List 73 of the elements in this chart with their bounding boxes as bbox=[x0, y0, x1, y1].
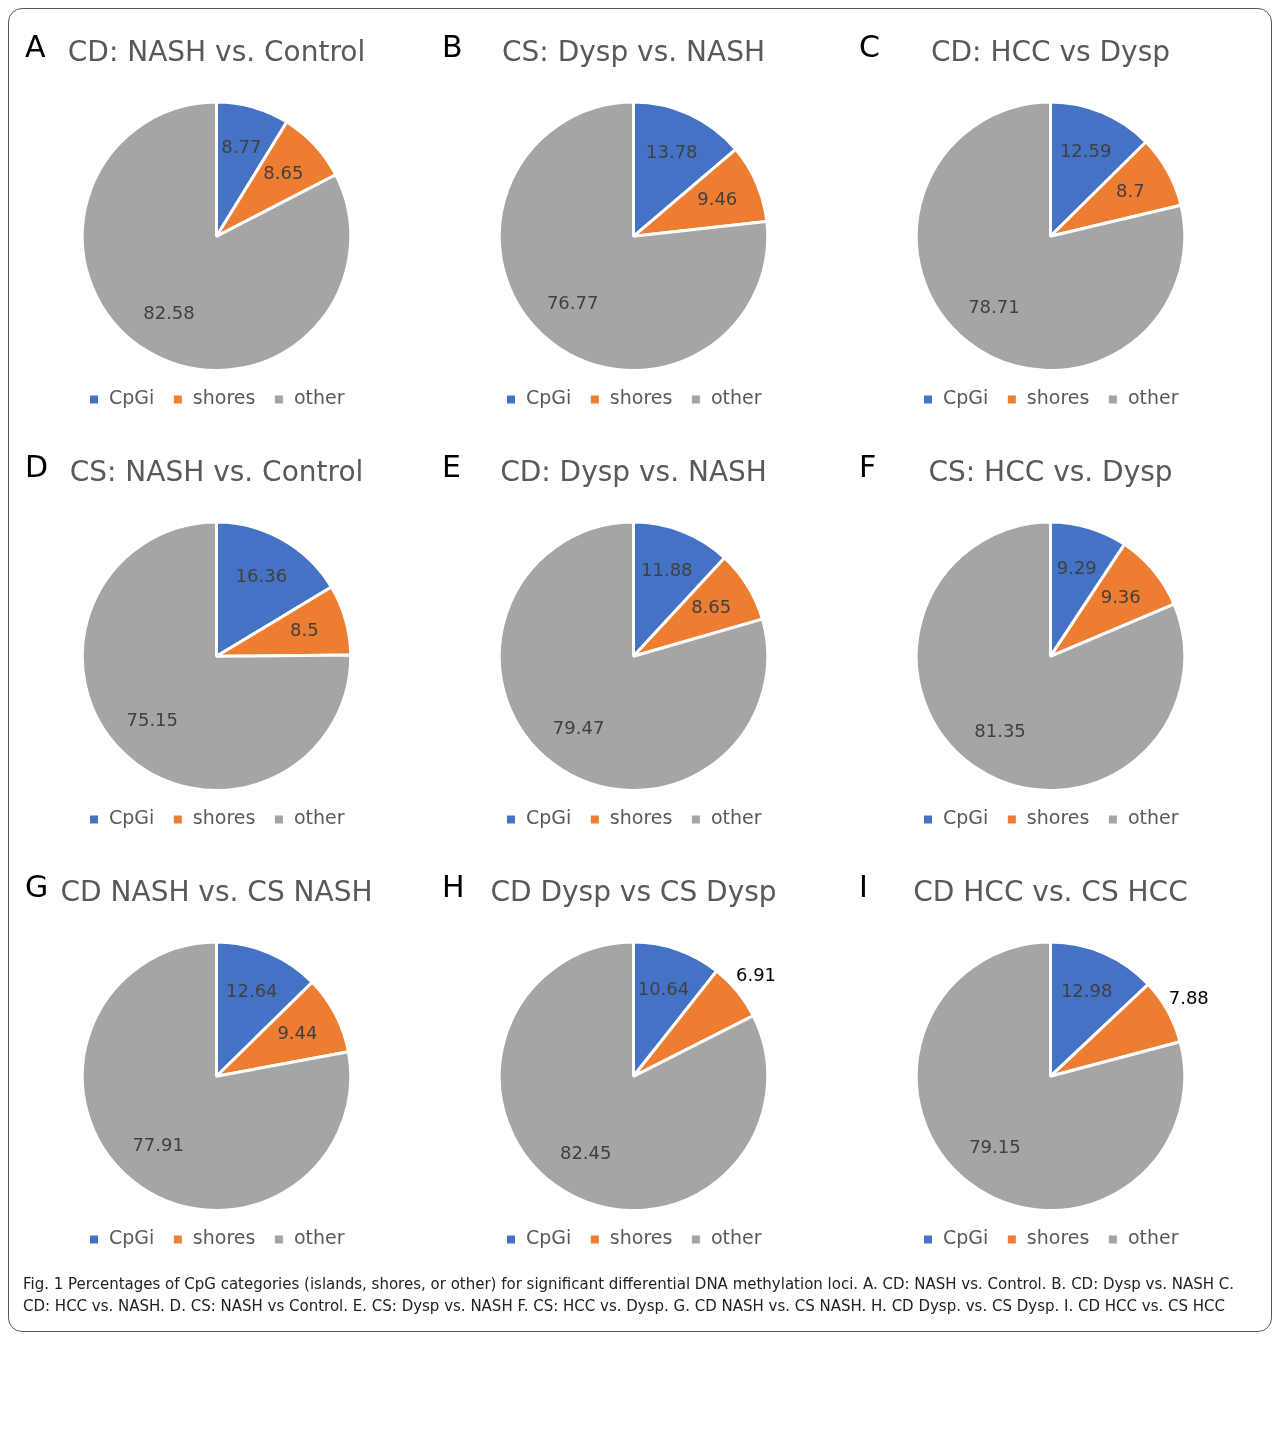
data-label: 10.64 bbox=[637, 977, 690, 999]
legend-label: CpGi bbox=[943, 806, 989, 829]
legend-label: shores bbox=[1026, 806, 1090, 829]
data-label: 81.35 bbox=[974, 720, 1026, 742]
legend-label: other bbox=[710, 806, 762, 829]
legend-label: shores bbox=[609, 1226, 673, 1249]
legend-label: other bbox=[710, 386, 762, 409]
data-label: 82.45 bbox=[559, 1141, 612, 1163]
text: I bbox=[859, 869, 868, 904]
legend-label: CpGi bbox=[109, 1226, 155, 1249]
data-label: 8.65 bbox=[691, 596, 732, 618]
data-label: 9.29 bbox=[1056, 556, 1097, 578]
chart-title: CD: Dysp vs. NASH bbox=[500, 455, 767, 489]
text: B bbox=[442, 29, 463, 64]
legend-label: CpGi bbox=[526, 386, 572, 409]
legend-label: shores bbox=[609, 386, 673, 409]
data-label: 79.15 bbox=[969, 1136, 1021, 1158]
legend-label: shores bbox=[609, 806, 673, 829]
data-label: 8.5 bbox=[289, 619, 319, 641]
data-label: 6.91 bbox=[735, 963, 777, 985]
chart-title: CD: HCC vs Dysp bbox=[930, 35, 1171, 69]
text: F bbox=[859, 449, 877, 484]
legend-label: other bbox=[293, 386, 345, 409]
text: E bbox=[442, 449, 461, 484]
text: D bbox=[25, 449, 49, 484]
data-label: 7.88 bbox=[1168, 987, 1209, 1009]
data-label: 9.44 bbox=[277, 1021, 318, 1043]
legend-label: shores bbox=[192, 386, 256, 409]
data-label: 13.78 bbox=[646, 141, 698, 163]
legend-label: CpGi bbox=[109, 386, 155, 409]
data-label: 75.15 bbox=[126, 708, 179, 730]
legend-label: other bbox=[1127, 386, 1179, 409]
legend-label: CpGi bbox=[943, 386, 989, 409]
data-label: 78.71 bbox=[968, 295, 1020, 317]
legend-label: shores bbox=[1026, 386, 1090, 409]
legend-label: shores bbox=[192, 1226, 256, 1249]
data-label: 76.77 bbox=[546, 291, 599, 313]
text: G bbox=[25, 869, 49, 904]
text: A bbox=[25, 29, 46, 64]
data-label: 8.77 bbox=[221, 136, 262, 158]
legend-label: CpGi bbox=[526, 1226, 572, 1249]
text: C bbox=[859, 29, 880, 64]
legend-label: CpGi bbox=[526, 806, 572, 829]
legend-label: other bbox=[1127, 1226, 1179, 1249]
legend-label: shores bbox=[192, 806, 256, 829]
legend-label: other bbox=[293, 1226, 345, 1249]
data-label: 8.7 bbox=[1115, 179, 1145, 201]
data-label: 12.64 bbox=[226, 979, 278, 1001]
text: H bbox=[442, 869, 465, 904]
legend-label: other bbox=[710, 1226, 762, 1249]
data-label: 12.59 bbox=[1059, 139, 1112, 161]
legend-label: other bbox=[1127, 806, 1179, 829]
chart-title: CS: HCC vs. Dysp bbox=[928, 455, 1173, 489]
data-label: 9.36 bbox=[1100, 585, 1141, 607]
caption: Fig. 1 Percentages of CpG categories (islands, shores, or other) for significant differential DNA methylation loci. A. CD: NASH vs. Control. B. CD: Dysp vs. NASH C. CD: HCC vs. NASH. D. CS: NASH vs Control. E. CS: Dysp vs. NASH F. CS: HCC vs. Dysp. G. CD NASH vs. CS NASH. H. CD Dysp. vs. CS Dysp. I. CD HCC vs. CS HCC bbox=[22, 1274, 1236, 1317]
data-label: 79.47 bbox=[552, 716, 605, 738]
chart-title: CD: NASH vs. Control bbox=[67, 35, 366, 69]
legend-label: other bbox=[293, 806, 345, 829]
data-label: 82.58 bbox=[143, 301, 195, 323]
data-label: 16.36 bbox=[235, 564, 288, 586]
chart-title: CD Dysp vs CS Dysp bbox=[490, 875, 777, 909]
chart-title: CD NASH vs. CS NASH bbox=[60, 875, 373, 909]
chart-title: CS: Dysp vs. NASH bbox=[502, 35, 765, 69]
data-label: 9.46 bbox=[697, 187, 738, 209]
data-label: 11.88 bbox=[641, 559, 693, 580]
legend-label: CpGi bbox=[943, 1226, 989, 1249]
chart-title: CS: NASH vs. Control bbox=[69, 455, 364, 489]
data-label: 12.98 bbox=[1060, 980, 1113, 1002]
chart-title: CD HCC vs. CS HCC bbox=[913, 875, 1188, 909]
data-label: 8.65 bbox=[263, 161, 304, 183]
legend-label: shores bbox=[1026, 1226, 1090, 1249]
data-label: 77.91 bbox=[132, 1134, 184, 1156]
legend-label: CpGi bbox=[109, 806, 155, 829]
